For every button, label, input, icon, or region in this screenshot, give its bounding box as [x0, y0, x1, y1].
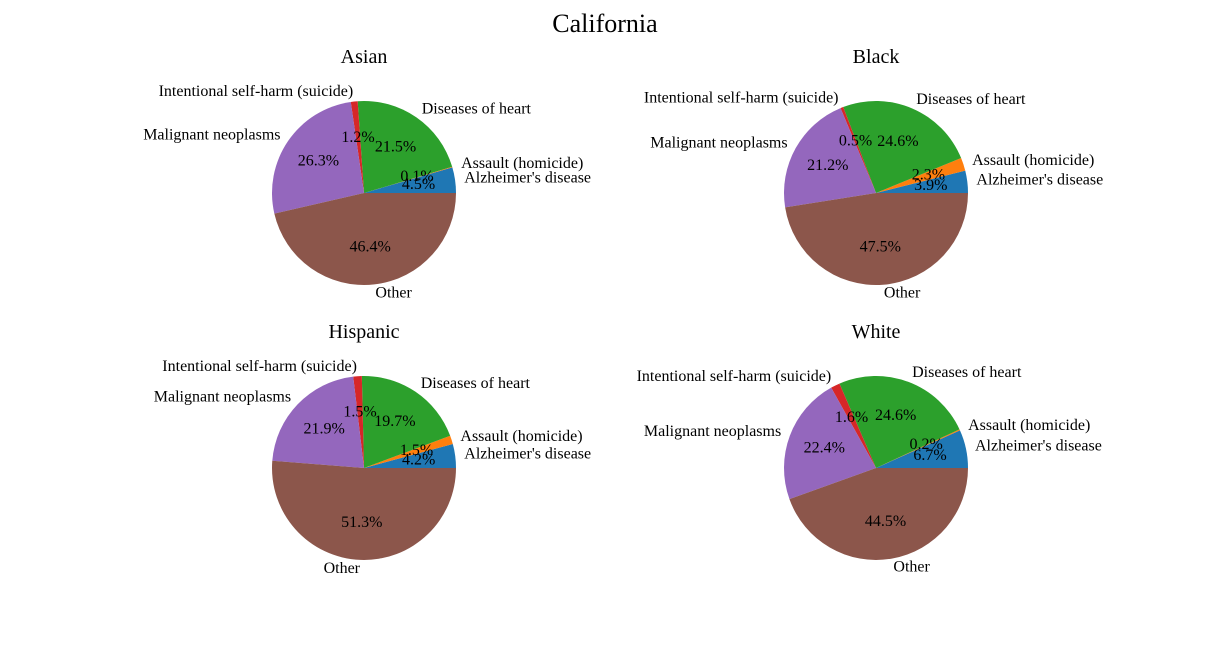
pct-label-malignant-neoplasms: 22.4%: [804, 439, 845, 456]
pie-slice-malignant-neoplasms: [271, 101, 364, 214]
slice-label-other: Other: [884, 285, 921, 302]
pct-label-malignant-neoplasms: 21.2%: [807, 157, 848, 174]
pie-hispanic: Hispanic Alzheimer's disease 4.2% Assault (…: [154, 321, 591, 577]
pct-label-diseases-of-heart: 24.6%: [875, 407, 916, 424]
pct-label-malignant-neoplasms: 21.9%: [304, 420, 345, 437]
pct-label-assault-homicide: 2.3%: [912, 166, 945, 183]
slice-label-diseases-of-heart: Diseases of heart: [916, 91, 1026, 108]
slice-label-malignant-neoplasms: Malignant neoplasms: [154, 389, 291, 406]
pie-slice-intentional-self-harm-suicide: [840, 107, 876, 193]
pct-label-assault-homicide: 0.2%: [910, 436, 943, 453]
slice-label-malignant-neoplasms: Malignant neoplasms: [143, 127, 280, 144]
pie-title: Hispanic: [328, 321, 399, 343]
pie-slice-alzheimer-s-disease: [876, 430, 968, 468]
pie-slice-intentional-self-harm-suicide: [831, 383, 876, 468]
pie-slice-assault-homicide: [876, 158, 966, 193]
pct-label-diseases-of-heart: 24.6%: [877, 133, 918, 150]
pie-black: Black Alzheimer's disease 3.9% Assault (hom…: [644, 46, 1103, 302]
pie-slice-other: [274, 193, 457, 286]
pie-slice-intentional-self-harm-suicide: [353, 376, 364, 468]
pct-label-intentional-self-harm-suicide: 1.6%: [835, 409, 868, 426]
pct-label-alzheimer-s-disease: 4.5%: [402, 176, 435, 193]
pct-label-other: 46.4%: [350, 238, 391, 255]
pie-asian: Asian Alzheimer's disease 4.5% Assault (hom…: [143, 46, 591, 301]
slice-label-alzheimer-s-disease: Alzheimer's disease: [464, 445, 591, 462]
slice-label-assault-homicide: Assault (homicide): [972, 152, 1094, 169]
slice-label-diseases-of-heart: Diseases of heart: [912, 364, 1022, 381]
slice-label-malignant-neoplasms: Malignant neoplasms: [650, 134, 787, 151]
pct-label-intentional-self-harm-suicide: 1.5%: [343, 404, 376, 421]
pct-label-other: 51.3%: [341, 514, 382, 531]
pct-label-alzheimer-s-disease: 4.2%: [402, 451, 435, 468]
slice-label-intentional-self-harm-suicide: Intentional self-harm (suicide): [159, 83, 354, 100]
pct-label-assault-homicide: 1.5%: [400, 442, 433, 459]
pct-label-diseases-of-heart: 19.7%: [374, 413, 415, 430]
pct-label-other: 47.5%: [860, 239, 901, 256]
pie-slice-assault-homicide: [364, 166, 453, 193]
pie-slice-diseases-of-heart: [361, 376, 451, 468]
pct-label-alzheimer-s-disease: 3.9%: [914, 177, 947, 194]
pie-slice-diseases-of-heart: [843, 100, 962, 193]
pct-label-alzheimer-s-disease: 6.7%: [913, 447, 946, 464]
pct-label-intentional-self-harm-suicide: 0.5%: [839, 132, 872, 149]
pie-slice-assault-homicide: [364, 435, 453, 468]
pct-label-diseases-of-heart: 21.5%: [375, 138, 416, 155]
slice-label-assault-homicide: Assault (homicide): [460, 428, 582, 445]
pie-title: Black: [853, 46, 900, 68]
slice-label-intentional-self-harm-suicide: Intentional self-harm (suicide): [162, 358, 357, 375]
slice-label-diseases-of-heart: Diseases of heart: [422, 100, 532, 117]
pie-slice-other: [785, 193, 968, 286]
slice-label-alzheimer-s-disease: Alzheimer's disease: [464, 169, 591, 186]
pie-slice-diseases-of-heart: [357, 101, 453, 193]
slice-label-other: Other: [375, 284, 412, 301]
slice-label-assault-homicide: Assault (homicide): [461, 155, 583, 172]
slice-label-other: Other: [893, 558, 930, 575]
figure-title: California: [552, 9, 658, 38]
pct-label-malignant-neoplasms: 26.3%: [298, 152, 339, 169]
slice-label-intentional-self-harm-suicide: Intentional self-harm (suicide): [637, 368, 832, 385]
pct-label-intentional-self-harm-suicide: 1.2%: [341, 129, 374, 146]
slice-label-other: Other: [324, 560, 361, 577]
pct-label-assault-homicide: 0.1%: [400, 168, 433, 185]
slice-label-malignant-neoplasms: Malignant neoplasms: [644, 423, 781, 440]
pie-slice-malignant-neoplasms: [272, 376, 364, 468]
slice-label-diseases-of-heart: Diseases of heart: [421, 375, 531, 392]
pie-slice-alzheimer-s-disease: [364, 167, 456, 193]
slice-label-alzheimer-s-disease: Alzheimer's disease: [976, 171, 1103, 188]
pie-slice-other: [272, 460, 456, 560]
pct-label-other: 44.5%: [865, 513, 906, 530]
pie-slice-malignant-neoplasms: [784, 387, 876, 500]
slice-label-alzheimer-s-disease: Alzheimer's disease: [975, 438, 1102, 455]
pie-slice-diseases-of-heart: [839, 376, 960, 468]
slice-label-assault-homicide: Assault (homicide): [968, 417, 1090, 434]
pie-slice-assault-homicide: [876, 429, 960, 468]
pie-white: White Alzheimer's disease 6.7% Assault (hom…: [637, 321, 1102, 575]
pie-slice-intentional-self-harm-suicide: [350, 101, 364, 193]
pie-slice-alzheimer-s-disease: [364, 444, 456, 468]
pie-slice-other: [789, 468, 968, 560]
pie-title: White: [852, 321, 901, 343]
pie-slice-alzheimer-s-disease: [876, 170, 968, 193]
pie-slice-malignant-neoplasms: [783, 108, 876, 208]
slice-label-intentional-self-harm-suicide: Intentional self-harm (suicide): [644, 90, 839, 107]
pie-grid: Asian Alzheimer's disease 4.5% Assault (hom…: [143, 46, 1103, 577]
pie-title: Asian: [341, 46, 388, 68]
